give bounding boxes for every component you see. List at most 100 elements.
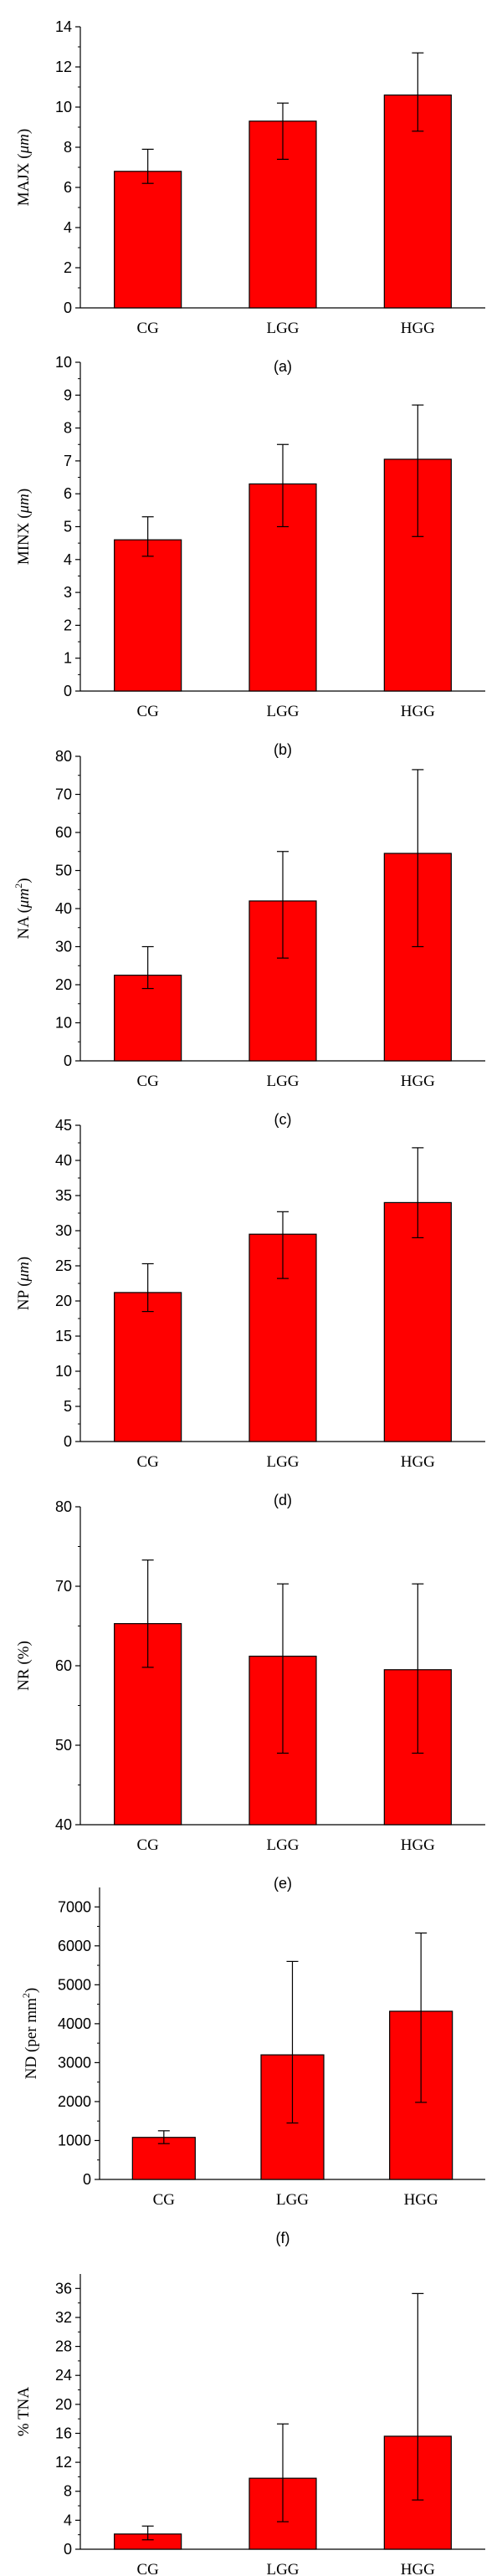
y-tick-label: 40 <box>55 1152 72 1169</box>
y-axis-label: % TNA <box>15 2387 33 2437</box>
y-tick-label: 60 <box>55 824 72 841</box>
y-axis-label-unit: μm <box>15 1262 33 1282</box>
y-axis-label-unit: μm <box>15 494 33 514</box>
y-tick-label: 3 <box>64 584 72 601</box>
x-category-label: CG <box>136 703 159 720</box>
y-tick-label: 9 <box>64 387 72 403</box>
y-tick-label: 24 <box>55 2367 72 2384</box>
y-tick-label: 1 <box>64 650 72 667</box>
y-tick-label: 10 <box>55 99 72 115</box>
y-axis-label-main: MINX ( <box>15 513 33 565</box>
x-category-label: LGG <box>266 1453 299 1471</box>
x-category-label: CG <box>136 320 159 337</box>
y-tick-label: 20 <box>55 2396 72 2413</box>
y-tick-label: 0 <box>64 1433 72 1450</box>
y-tick-label: 2 <box>64 617 72 633</box>
chart-panel-f: 0 1000 2000 3000 4000 5000 6000 7000 ND (per mm2… <box>20 1887 485 2246</box>
y-tick-label: 0 <box>64 1052 72 1069</box>
x-category-label: LGG <box>266 703 299 720</box>
y-axis-label-main: ND (per mm <box>23 1998 40 2079</box>
chart-panel-c: 0 10 20 30 40 50 60 70 80 NA (μm2) CG LGG HGG (c) <box>13 748 485 1128</box>
y-tick-label: 50 <box>55 863 72 879</box>
y-tick-label: 40 <box>55 1816 72 1833</box>
y-axis-label-end: ) <box>15 1257 33 1262</box>
y-tick-label: 8 <box>64 2483 72 2500</box>
y-tick-label: 16 <box>55 2425 72 2441</box>
y-tick-label: 3000 <box>58 2054 91 2071</box>
y-tick-label: 45 <box>55 1117 72 1134</box>
y-tick-label: 8 <box>64 139 72 156</box>
x-category-label: HGG <box>401 703 435 720</box>
chart-panel-d: 0 5 10 15 20 25 30 35 40 45 NP (μm) CG LGG HGG (d) <box>15 1117 485 1508</box>
y-tick-label: 8 <box>64 420 72 437</box>
x-category-label: CG <box>136 1453 159 1471</box>
bar-cg <box>114 171 182 309</box>
y-tick-label: 70 <box>55 786 72 803</box>
y-tick-label: 36 <box>55 2280 72 2297</box>
y-tick-label: 25 <box>55 1257 72 1274</box>
bar-cg <box>114 539 182 692</box>
y-axis-label-superscript: 2 <box>20 1993 32 1998</box>
y-axis-label-main: MAJX ( <box>15 153 33 206</box>
bar-cg <box>131 2137 196 2180</box>
y-tick-label: 7 <box>64 453 72 469</box>
x-category-label: CG <box>153 2191 176 2209</box>
y-tick-label: 2000 <box>58 2093 91 2110</box>
y-tick-label: 60 <box>55 1657 72 1674</box>
x-category-label: HGG <box>404 2191 438 2209</box>
y-axis-label-main: NA ( <box>15 908 33 939</box>
y-tick-label: 35 <box>55 1187 72 1204</box>
chart-panel-b: 0 1 2 3 4 5 6 7 8 9 10 MINX (μm) CG LGG HGG (b) <box>15 354 485 758</box>
x-category-label: HGG <box>401 1073 435 1090</box>
chart-panel-a: 0 2 4 6 8 10 12 14 MAJX (μm) CG LGG HGG (a) <box>15 18 485 375</box>
y-tick-label: 5000 <box>58 1976 91 1993</box>
y-tick-label: 6 <box>64 179 72 196</box>
y-tick-label: 20 <box>55 976 72 993</box>
y-axis-label: NR (%) <box>15 1641 33 1691</box>
y-tick-label: 30 <box>55 1222 72 1239</box>
y-tick-label: 4 <box>64 2512 72 2528</box>
y-tick-label: 32 <box>55 2309 72 2326</box>
y-tick-label: 6 <box>64 485 72 502</box>
y-tick-label: 6000 <box>58 1938 91 1954</box>
x-category-label: LGG <box>266 1073 299 1090</box>
y-tick-label: 4 <box>64 219 72 236</box>
y-tick-label: 5 <box>64 519 72 535</box>
x-category-label: LGG <box>266 1836 299 1854</box>
y-tick-label: 28 <box>55 2338 72 2355</box>
x-category-label: HGG <box>401 320 435 337</box>
y-tick-label: 2 <box>64 259 72 276</box>
x-category-label: HGG <box>401 1453 435 1471</box>
bar-hgg <box>383 1201 452 1442</box>
chart-panel-e: 40 50 60 70 80 NR (%) CG LGG HGG (e) <box>15 1498 485 1892</box>
x-category-label: LGG <box>266 320 299 337</box>
panel-label: (c) <box>274 1111 292 1128</box>
y-axis-label: MINX (μm) <box>15 489 33 565</box>
y-tick-label: 0 <box>64 2541 72 2558</box>
x-category-label: CG <box>136 1073 159 1090</box>
x-category-label: CG <box>136 1836 159 1854</box>
panel-label: (a) <box>274 358 292 375</box>
y-tick-label: 1000 <box>58 2132 91 2148</box>
y-tick-label: 10 <box>55 1015 72 1032</box>
x-category-label: CG <box>136 2561 159 2576</box>
y-axis-label-end: ) <box>15 129 33 134</box>
y-tick-label: 0 <box>64 683 72 699</box>
y-tick-label: 12 <box>55 2454 72 2471</box>
y-tick-label: 30 <box>55 939 72 955</box>
y-axis-label-superscript: 2 <box>13 883 24 889</box>
y-tick-label: 7000 <box>58 1898 91 1915</box>
y-tick-label: 0 <box>83 2171 91 2188</box>
y-axis-label-main: % TNA <box>15 2387 33 2437</box>
x-category-label: HGG <box>401 1836 435 1854</box>
y-tick-label: 4 <box>64 551 72 568</box>
y-tick-label: 15 <box>55 1328 72 1344</box>
y-axis-label-end: ) <box>15 878 33 883</box>
y-tick-label: 14 <box>55 18 72 35</box>
panel-label: (b) <box>274 741 292 758</box>
y-axis-label: NA (μm2) <box>13 878 33 939</box>
y-tick-label: 0 <box>64 300 72 316</box>
y-axis-label-end: ) <box>15 489 33 494</box>
